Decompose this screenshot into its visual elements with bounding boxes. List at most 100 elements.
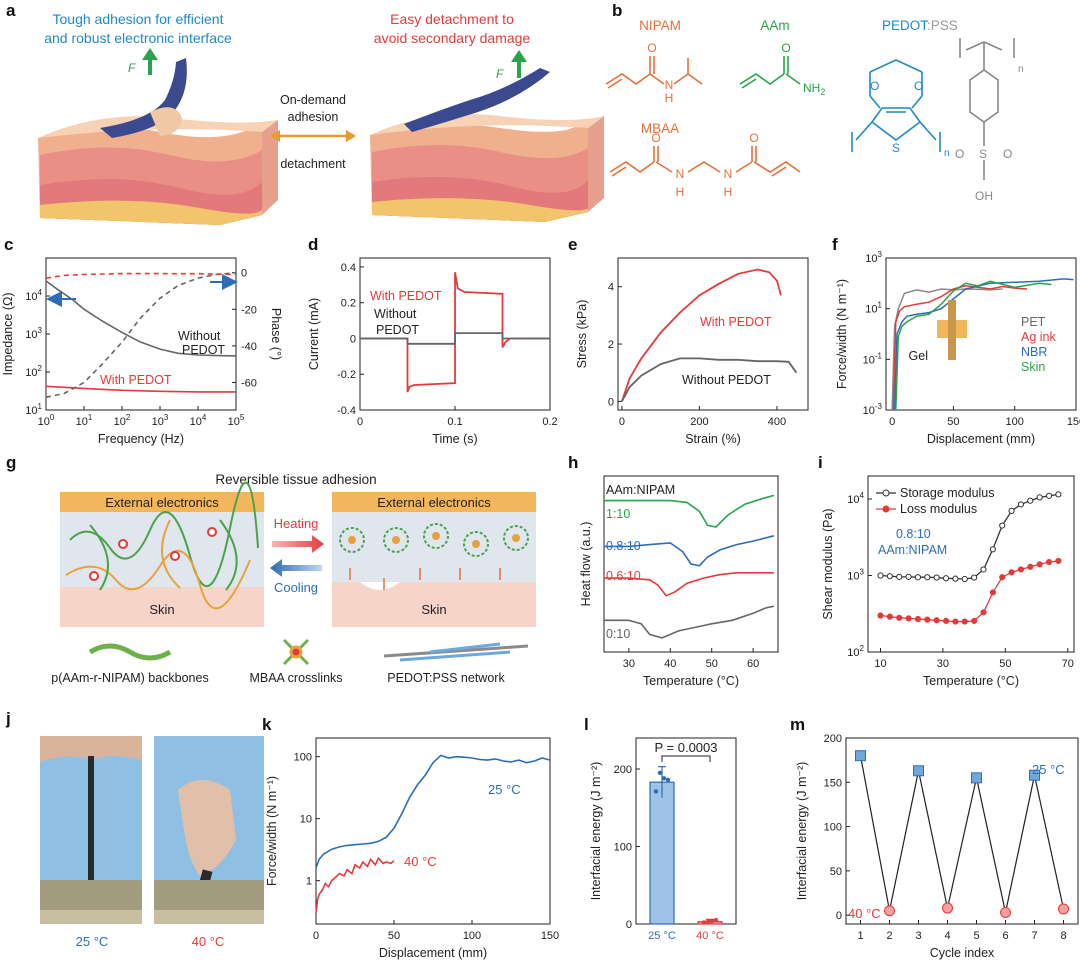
significance-bracket-l <box>661 755 711 762</box>
point-i-loss-11 <box>980 609 987 616</box>
plot-frame-l <box>635 737 737 925</box>
annot-without-e: Without PEDOT <box>682 373 771 387</box>
mbaa-o1: O <box>651 131 660 145</box>
series-f-PET <box>891 288 1003 411</box>
series-c-phase_without <box>45 271 237 398</box>
y-tick-label-f-3: 103 <box>865 250 882 265</box>
panel-letter-h: h <box>568 453 578 472</box>
point-l-1-0 <box>701 920 707 925</box>
cooling-label: Cooling <box>274 580 318 595</box>
point-m-4 <box>971 772 982 784</box>
double-arrow-orange <box>270 130 356 142</box>
chart-f-force-displacement: 0 50 100 150 10-3 10-1 101 103 Displacement (mm)… <box>832 235 1080 446</box>
label-h-3: 0.6:10 <box>606 569 641 583</box>
legend-f-0: PET <box>1021 315 1046 329</box>
legend-f-2: NBR <box>1021 345 1047 359</box>
point-i-loss-3 <box>905 615 912 622</box>
plot-frame-i <box>867 475 1075 653</box>
x-axis-label-e: Strain (%) <box>685 432 741 446</box>
series-f-NBR <box>893 278 1074 411</box>
y-tick-label-c-0: 101 <box>25 402 42 417</box>
x-tick-label-m-3: 4 <box>944 930 950 942</box>
x-tick-label-m-4: 5 <box>973 930 979 942</box>
legend-backbones: p(AAm-r-NIPAM) backbones <box>51 671 208 685</box>
legend-marker-i-0 <box>882 489 890 497</box>
nipam-structure <box>605 56 703 89</box>
aam-structure <box>739 56 801 89</box>
point-i-storage-16 <box>1027 497 1034 504</box>
y-tick-label-k-0: 1 <box>306 876 312 888</box>
y-tick-label-e-0: 0 <box>608 396 614 408</box>
legend-marker-i-1 <box>882 505 890 513</box>
annot-with-c: With PEDOT <box>100 373 172 387</box>
y-tick-label-f-2: 101 <box>865 301 882 316</box>
y-tick-label-k-2: 100 <box>294 752 312 764</box>
gel-label-f: Gel <box>909 349 928 363</box>
y-axis-label-k: Force/width (N m⁻¹) <box>265 776 279 886</box>
chart-m-cycles: 1 2 3 4 5 6 7 8 0 50 100 150 200 Cycle index Interfaci… <box>790 715 1079 960</box>
x-tick-label-d-2: 0.2 <box>542 416 557 428</box>
x-tick-label-k-0: 0 <box>313 930 319 942</box>
point-i-storage-7 <box>942 575 950 582</box>
y-axis-label-f: Force/width (N m⁻¹) <box>835 279 849 389</box>
point-i-storage-4 <box>914 574 922 581</box>
y-tick-label-f-1: 10-1 <box>863 351 883 366</box>
x-tick-label-c-4: 104 <box>190 413 207 428</box>
point-i-storage-8 <box>952 575 959 582</box>
tissue-block-left <box>38 116 278 225</box>
point-m-2 <box>913 765 924 777</box>
y-tick-label-l-2: 200 <box>614 764 632 776</box>
label-40c: 40 °C <box>192 934 225 949</box>
pedot-n: n <box>944 148 950 159</box>
p-value-l: P = 0.0003 <box>654 740 717 755</box>
x-axis-label-m: Cycle index <box>930 946 995 960</box>
point-i-loss-18 <box>1045 558 1053 566</box>
series-e-with <box>621 268 782 402</box>
pedot-o2: O <box>914 79 923 93</box>
skin-left <box>60 587 264 627</box>
chart-c-impedance: 100 101 102 103 104 105101102103104Frequency … <box>1 235 283 446</box>
detach-arrows-right <box>349 568 501 590</box>
point-m-1 <box>884 905 895 917</box>
point-i-storage-0 <box>877 572 884 579</box>
point-l-0-2 <box>661 776 667 781</box>
x-tick-label-e-1: 200 <box>690 416 708 428</box>
panel-letter-b: b <box>612 1 622 20</box>
y-tick-label-m-2: 100 <box>824 822 842 834</box>
series-f-Skin <box>895 280 1052 411</box>
y-tick-label-e-2: 4 <box>608 282 614 294</box>
y-axis-label-i: Shear modulus (Pa) <box>821 508 835 619</box>
series-e-without <box>621 357 798 402</box>
x-axis-label-k: Displacement (mm) <box>379 946 487 960</box>
heating-label: Heating <box>274 516 319 531</box>
film-right <box>404 68 550 132</box>
y-axis-label-e: Stress (kPa) <box>575 300 589 369</box>
pedot-network-legend-icon <box>383 642 529 662</box>
legend-pedot: PEDOT:PSS network <box>387 671 505 685</box>
y-tick-label-i-1: 103 <box>847 568 864 583</box>
point-i-storage-12 <box>989 546 996 553</box>
cooling-arrow <box>270 559 322 577</box>
x-tick-label-h-0: 30 <box>623 658 635 670</box>
pss-oh: OH <box>975 189 993 203</box>
panel-letter-k: k <box>262 715 272 734</box>
annot-40c-m: 40 °C <box>848 906 881 921</box>
point-l-1-2 <box>709 918 715 924</box>
point-i-storage-17 <box>1036 494 1043 501</box>
panel-letter-c: c <box>4 235 13 254</box>
pss-o-left: O <box>955 147 964 161</box>
point-i-loss-9 <box>961 618 968 625</box>
nipam-label: NIPAM <box>639 18 681 33</box>
x-tick-label-l-0: 25 °C <box>648 930 676 942</box>
on-demand-label: On-demand <box>280 93 346 107</box>
series-h-0-10 <box>604 605 775 639</box>
annot-ratio-i: 0.8:10 <box>896 527 931 541</box>
panel-g: g Reversible tissue adhesion External el… <box>6 453 536 685</box>
x-tick-label-i-1: 30 <box>937 658 949 670</box>
annot-without-c: Without <box>178 329 221 343</box>
series-d-with <box>360 272 550 393</box>
y-axis-label-m: Interfacial energy (J m⁻²) <box>795 762 809 901</box>
plot-frame-h <box>603 475 779 653</box>
panel-letter-a: a <box>6 1 16 20</box>
annot-pedot-d: PEDOT <box>376 323 419 337</box>
